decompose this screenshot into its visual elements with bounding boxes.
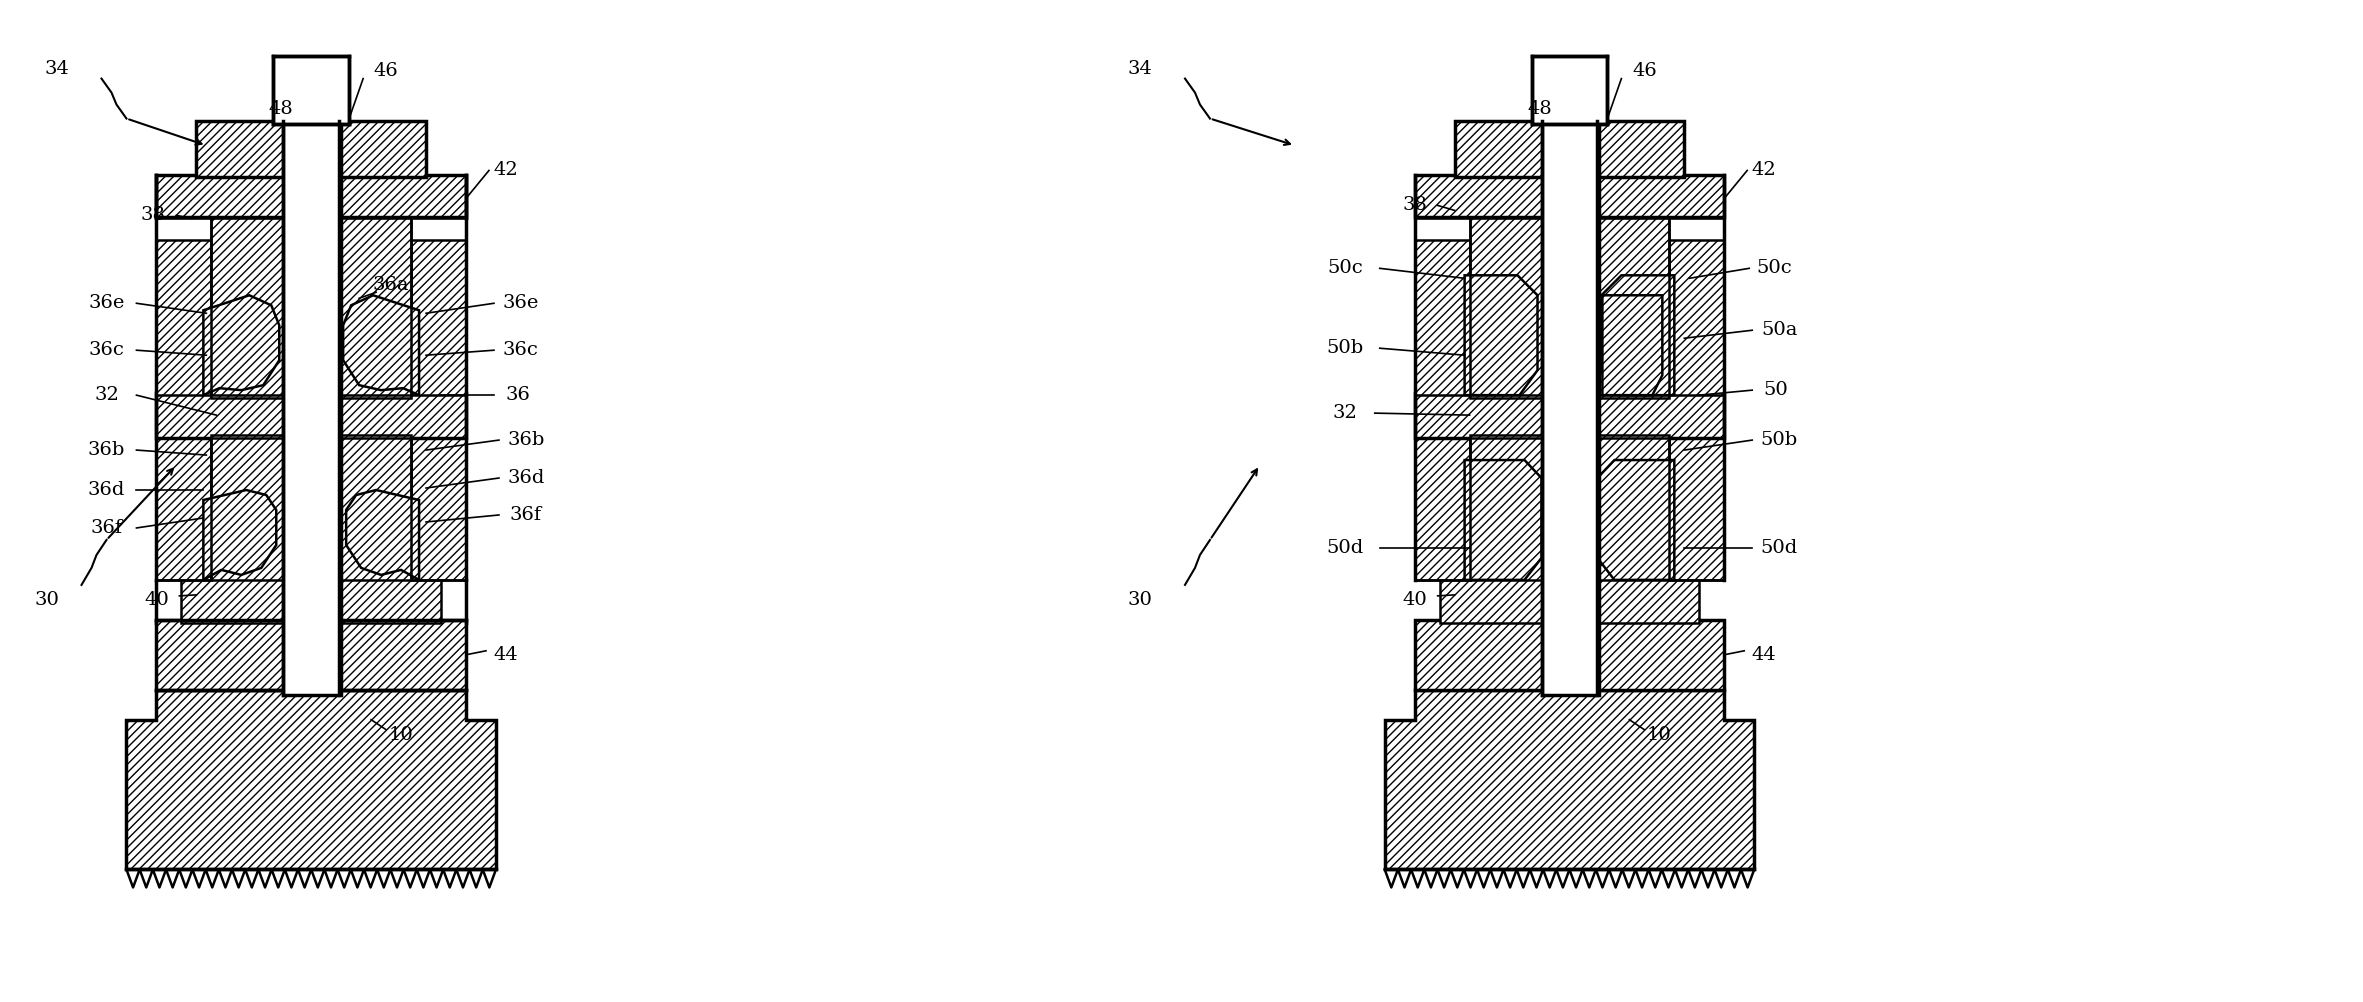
- Text: 36e: 36e: [503, 295, 539, 313]
- Bar: [284, 120, 340, 694]
- Text: 50d: 50d: [1326, 539, 1363, 557]
- Text: 50a: 50a: [1760, 322, 1798, 340]
- Bar: [1668, 240, 1725, 395]
- Bar: [156, 435, 210, 580]
- Text: 50: 50: [1763, 381, 1789, 399]
- Polygon shape: [203, 296, 279, 395]
- Polygon shape: [1597, 460, 1675, 580]
- Text: 42: 42: [494, 161, 517, 179]
- Text: 40: 40: [1401, 591, 1427, 609]
- Text: 10: 10: [1647, 725, 1671, 743]
- Bar: [340, 435, 411, 580]
- Text: 50c: 50c: [1328, 260, 1363, 278]
- Polygon shape: [203, 490, 276, 580]
- Text: 36c: 36c: [87, 342, 125, 359]
- Text: 36f: 36f: [510, 506, 541, 524]
- Bar: [1439, 575, 1699, 623]
- Bar: [156, 620, 466, 689]
- Polygon shape: [343, 296, 418, 395]
- Bar: [196, 120, 425, 177]
- Text: 36b: 36b: [87, 441, 125, 459]
- Text: 36c: 36c: [503, 342, 539, 359]
- Text: 46: 46: [373, 61, 399, 79]
- Text: 42: 42: [1751, 161, 1777, 179]
- Polygon shape: [1465, 276, 1538, 395]
- Polygon shape: [1602, 296, 1661, 395]
- Text: 32: 32: [95, 386, 118, 404]
- Bar: [1470, 218, 1541, 398]
- Bar: [1415, 393, 1725, 438]
- Bar: [1531, 56, 1607, 123]
- Text: 38: 38: [1401, 196, 1427, 214]
- Bar: [1668, 435, 1725, 580]
- Bar: [1541, 120, 1600, 694]
- Bar: [1415, 240, 1470, 395]
- Text: 36d: 36d: [87, 481, 125, 499]
- Text: 10: 10: [388, 725, 414, 743]
- Polygon shape: [128, 689, 496, 870]
- Text: 44: 44: [494, 645, 517, 663]
- Text: 40: 40: [144, 591, 168, 609]
- Text: 38: 38: [142, 206, 165, 224]
- Polygon shape: [1385, 689, 1753, 870]
- Bar: [156, 240, 210, 395]
- Text: 36b: 36b: [508, 431, 543, 449]
- Bar: [340, 218, 411, 398]
- Polygon shape: [345, 490, 418, 580]
- Bar: [1415, 435, 1470, 580]
- Text: 50b: 50b: [1326, 340, 1363, 357]
- Bar: [210, 218, 284, 398]
- Text: 36d: 36d: [508, 469, 543, 487]
- Text: 50c: 50c: [1756, 260, 1791, 278]
- Bar: [411, 435, 466, 580]
- Bar: [156, 393, 466, 438]
- Bar: [182, 575, 442, 623]
- Bar: [1541, 395, 1597, 438]
- Bar: [1456, 120, 1685, 177]
- Text: 30: 30: [33, 591, 59, 609]
- Text: 50b: 50b: [1760, 431, 1798, 449]
- Text: 36: 36: [506, 386, 529, 404]
- Text: 36f: 36f: [90, 519, 123, 537]
- Text: 30: 30: [1127, 591, 1153, 609]
- Bar: [274, 56, 350, 123]
- Bar: [1415, 175, 1725, 217]
- Bar: [156, 175, 466, 217]
- Bar: [284, 395, 340, 438]
- Bar: [1597, 218, 1668, 398]
- Text: 44: 44: [1751, 645, 1777, 663]
- Text: 50d: 50d: [1760, 539, 1798, 557]
- Bar: [1470, 435, 1541, 580]
- Bar: [1415, 620, 1725, 689]
- Text: 34: 34: [1127, 59, 1153, 77]
- Text: 32: 32: [1333, 404, 1356, 422]
- Text: 46: 46: [1633, 61, 1656, 79]
- Bar: [1597, 435, 1668, 580]
- Polygon shape: [1465, 460, 1541, 580]
- Text: 48: 48: [269, 99, 293, 117]
- Text: 36a: 36a: [373, 277, 409, 295]
- Text: 48: 48: [1526, 99, 1552, 117]
- Bar: [210, 435, 284, 580]
- Text: 34: 34: [45, 59, 69, 77]
- Polygon shape: [1602, 276, 1675, 395]
- Bar: [411, 240, 466, 395]
- Text: 36e: 36e: [87, 295, 125, 313]
